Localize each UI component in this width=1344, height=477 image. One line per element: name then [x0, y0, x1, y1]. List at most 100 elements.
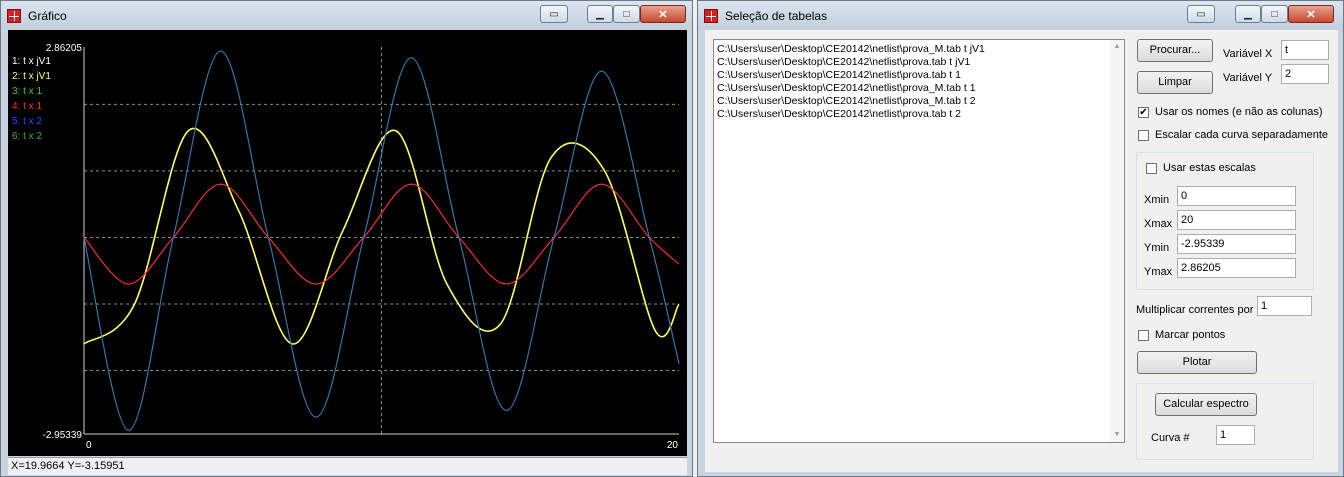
- x-max-label: 20: [667, 440, 679, 451]
- legend-entry: 4: t x 1: [12, 101, 42, 112]
- data-point: [128, 283, 129, 284]
- table-list-items: C:\Users\user\Desktop\CE20142\netlist\pr…: [714, 40, 1124, 121]
- data-point: [601, 184, 602, 185]
- procurar-button[interactable]: Procurar...: [1137, 39, 1213, 62]
- restore-panel-icon: ▭: [1196, 8, 1206, 20]
- close-icon: ✕: [1306, 8, 1316, 21]
- data-point: [188, 130, 189, 131]
- data-point: [550, 157, 551, 158]
- escalar-checkbox[interactable]: [1138, 130, 1149, 141]
- list-item[interactable]: C:\Users\user\Desktop\CE20142\netlist\pr…: [717, 43, 985, 55]
- selecao-title: Seleção de tabelas: [725, 9, 828, 23]
- maximize-button[interactable]: □: [613, 5, 640, 23]
- data-point: [506, 410, 507, 411]
- restore-panel-icon: ▭: [549, 8, 559, 20]
- close-icon: ✕: [658, 8, 668, 21]
- plot-area[interactable]: 2.86205 -2.95339 0 20 1: t x jV1 2: t x jV1 3:…: [8, 30, 687, 456]
- plotar-button[interactable]: Plotar: [1137, 351, 1257, 374]
- variavel-x-input[interactable]: t: [1281, 40, 1329, 60]
- data-point: [83, 237, 84, 238]
- list-item[interactable]: C:\Users\user\Desktop\CE20142\netlist\pr…: [717, 69, 961, 81]
- curva-input[interactable]: 1: [1216, 425, 1255, 445]
- series-line: [83, 127, 680, 345]
- close-button[interactable]: ✕: [1288, 5, 1334, 23]
- variavel-x-label: Variável X: [1223, 48, 1273, 60]
- data-point: [220, 184, 221, 185]
- data-point: [342, 230, 343, 231]
- minimize-button[interactable]: ▁: [1235, 5, 1261, 23]
- restore-to-panel-button[interactable]: ▭: [540, 5, 568, 23]
- maximize-icon: □: [1271, 8, 1278, 20]
- xmax-input[interactable]: 20: [1177, 210, 1296, 230]
- status-bar: X=19.9664 Y=-3.15951: [8, 457, 687, 475]
- xmin-input[interactable]: 0: [1177, 186, 1296, 206]
- data-point: [411, 57, 412, 58]
- usar-nomes-checkbox[interactable]: ✔: [1138, 107, 1149, 118]
- marcar-pontos-checkbox[interactable]: [1138, 330, 1149, 341]
- data-point: [363, 237, 364, 238]
- espectro-group: Calcular espectro Curva # 1: [1136, 383, 1314, 460]
- ymax-input[interactable]: 2.86205: [1177, 258, 1296, 278]
- data-point: [604, 170, 605, 171]
- scroll-up-icon[interactable]: ▲: [1113, 43, 1121, 50]
- grafico-title: Gráfico: [28, 9, 67, 23]
- data-point: [173, 237, 174, 238]
- data-point: [553, 237, 554, 238]
- data-point: [238, 210, 239, 211]
- data-point: [396, 130, 397, 131]
- table-list-scrollbar[interactable]: ▲ ▼: [1110, 40, 1124, 442]
- list-item[interactable]: C:\Users\user\Desktop\CE20142\netlist\pr…: [717, 108, 961, 120]
- maximize-button[interactable]: □: [1261, 5, 1288, 23]
- multiplicar-input[interactable]: 1: [1257, 296, 1312, 316]
- xmin-label: Xmin: [1144, 194, 1170, 206]
- minimize-button[interactable]: ▁: [587, 5, 613, 23]
- usar-nomes-label: Usar os nomes (e não as colunas): [1155, 106, 1323, 118]
- data-point: [500, 323, 501, 324]
- data-point: [506, 283, 507, 284]
- cursor-coordinates: X=19.9664 Y=-3.15951: [11, 460, 125, 472]
- data-point: [458, 237, 459, 238]
- escalas-group: Usar estas escalas Xmin 0 Xmax 20 Ymin -…: [1136, 152, 1314, 290]
- ymin-label: Ymin: [1144, 242, 1170, 254]
- ymin-input[interactable]: -2.95339: [1177, 234, 1296, 254]
- app-grid-icon[interactable]: [7, 9, 21, 23]
- x-min-label: 0: [86, 440, 92, 451]
- y-min-label: -2.95339: [43, 430, 83, 441]
- legend-entry: 6: t x 2: [12, 131, 42, 142]
- calcular-espectro-button[interactable]: Calcular espectro: [1155, 393, 1257, 416]
- curva-label: Curva #: [1151, 432, 1190, 444]
- limpar-button[interactable]: Limpar: [1137, 71, 1213, 94]
- data-point: [315, 283, 316, 284]
- list-item[interactable]: C:\Users\user\Desktop\CE20142\netlist\pr…: [717, 82, 976, 94]
- maximize-icon: □: [623, 8, 630, 20]
- list-item[interactable]: C:\Users\user\Desktop\CE20142\netlist\pr…: [717, 56, 971, 68]
- data-point: [315, 417, 316, 418]
- data-point: [678, 263, 679, 264]
- minimize-icon: ▁: [596, 8, 604, 20]
- close-button[interactable]: ✕: [640, 5, 686, 23]
- variavel-y-input[interactable]: 2: [1281, 64, 1329, 84]
- app-grid-icon[interactable]: [704, 9, 718, 23]
- data-point: [134, 303, 135, 304]
- restore-to-panel-button[interactable]: ▭: [1187, 5, 1215, 23]
- usar-escalas-label: Usar estas escalas: [1163, 162, 1256, 174]
- table-list[interactable]: C:\Users\user\Desktop\CE20142\netlist\pr…: [713, 39, 1125, 443]
- selecao-window: Seleção de tabelas ▭ ▁ □ ✕ C:\Users\user…: [697, 0, 1344, 477]
- list-item[interactable]: C:\Users\user\Desktop\CE20142\netlist\pr…: [717, 95, 976, 107]
- data-point: [220, 51, 221, 52]
- data-point: [268, 237, 269, 238]
- usar-escalas-checkbox[interactable]: [1146, 163, 1157, 174]
- data-point: [678, 363, 679, 364]
- legend-entry: 1: t x jV1: [12, 56, 51, 67]
- selecao-titlebar[interactable]: Seleção de tabelas ▭ ▁ □ ✕: [698, 1, 1343, 29]
- series-line: [83, 50, 680, 431]
- legend-entry: 2: t x jV1: [12, 71, 51, 82]
- scroll-down-icon[interactable]: ▼: [1113, 431, 1121, 438]
- data-point: [678, 303, 679, 304]
- marcar-pontos-label: Marcar pontos: [1155, 329, 1226, 341]
- grafico-titlebar[interactable]: Gráfico ▭ ▁ □ ✕: [1, 1, 692, 29]
- data-point: [446, 283, 447, 284]
- data-point: [411, 184, 412, 185]
- variavel-y-label: Variável Y: [1223, 72, 1273, 84]
